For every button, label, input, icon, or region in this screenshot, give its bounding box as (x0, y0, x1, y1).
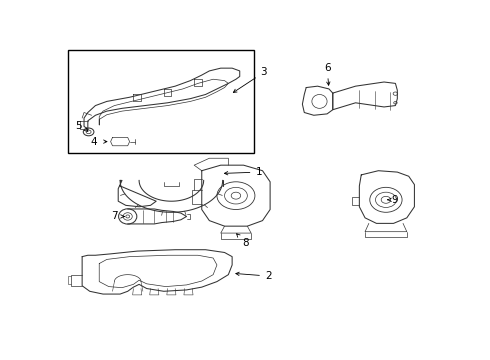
Text: 1: 1 (224, 167, 262, 177)
Text: 6: 6 (324, 63, 330, 85)
Bar (68, 50, 254, 153)
Text: 5: 5 (75, 121, 82, 131)
Text: 8: 8 (237, 234, 249, 248)
Text: 4: 4 (91, 136, 98, 147)
Text: 3: 3 (233, 67, 267, 93)
Text: 7: 7 (111, 211, 118, 221)
Text: 2: 2 (236, 271, 271, 281)
Text: 9: 9 (392, 195, 398, 205)
